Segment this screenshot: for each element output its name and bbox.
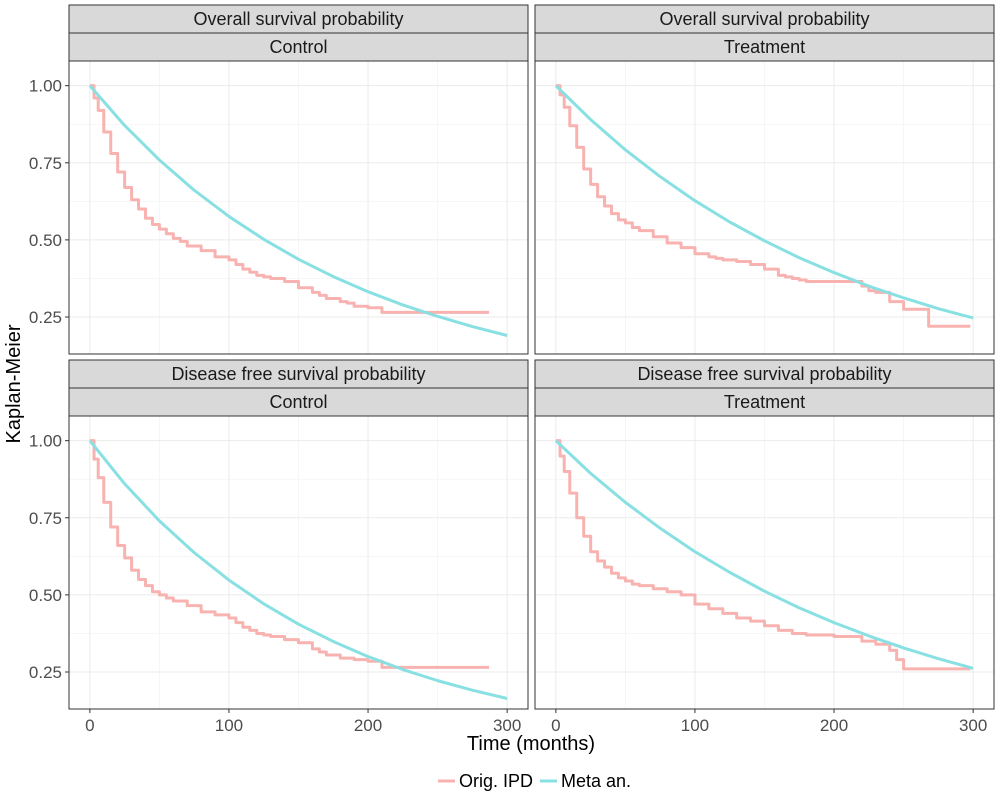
- strip-top-box: [534, 359, 995, 389]
- facet-panel: Overall survival probability Treatment: [534, 4, 995, 355]
- y-tick-label: 0.25: [29, 663, 62, 682]
- strip-bottom-box: [68, 387, 529, 417]
- facet-panel: Disease free survival probability Control…: [29, 359, 529, 735]
- orig-ipd-line: [89, 439, 490, 669]
- strip-bottom-box: [534, 387, 995, 417]
- series-group: [554, 439, 974, 671]
- strip-top-box: [534, 4, 995, 34]
- strip-top-box: [68, 359, 529, 389]
- legend-label: Meta an.: [561, 771, 631, 791]
- x-tick-label: 200: [354, 716, 382, 735]
- strip-bottom-label: Treatment: [724, 37, 805, 57]
- x-tick-label: 200: [820, 716, 848, 735]
- strip-bottom-box: [68, 32, 529, 62]
- y-axis-title: Kaplan-Meier: [3, 324, 25, 443]
- strip-top-label: Disease free survival probability: [637, 364, 891, 384]
- y-tick-label: 0.50: [29, 586, 62, 605]
- meta-an-line: [554, 84, 974, 320]
- meta-an-line: [554, 439, 974, 670]
- legend-item: Orig. IPD: [438, 771, 533, 791]
- strip-bottom-label: Control: [269, 37, 327, 57]
- strip-top-label: Overall survival probability: [193, 9, 403, 29]
- y-tick-label: 1.00: [29, 77, 62, 96]
- orig-ipd-line: [89, 84, 490, 314]
- facet-panel: Overall survival probability Control 0.25 0…: [29, 4, 529, 355]
- y-tick-label: 0.75: [29, 154, 62, 173]
- strip-bottom-label: Control: [269, 392, 327, 412]
- y-tick-label: 0.50: [29, 231, 62, 250]
- x-axis-title: Time (months): [467, 733, 595, 755]
- y-tick-label: 0.25: [29, 308, 62, 327]
- facet-panel: Disease free survival probability Treatme…: [534, 359, 995, 735]
- strip-bottom-label: Treatment: [724, 392, 805, 412]
- orig-ipd-line: [555, 439, 971, 671]
- meta-an-line: [88, 84, 508, 337]
- y-tick-label: 1.00: [29, 432, 62, 451]
- legend-label: Orig. IPD: [459, 771, 533, 791]
- x-tick-label: 0: [551, 716, 560, 735]
- y-tick-label: 0.75: [29, 509, 62, 528]
- panel-border: [68, 415, 529, 710]
- panels: Overall survival probability Control 0.25 0…: [29, 4, 995, 735]
- panel-border: [534, 60, 995, 355]
- series-group: [88, 439, 508, 700]
- strip-top-label: Overall survival probability: [659, 9, 869, 29]
- x-tick-label: 300: [493, 716, 521, 735]
- panel-border: [68, 60, 529, 355]
- x-tick-label: 100: [681, 716, 709, 735]
- meta-an-line: [88, 439, 508, 700]
- x-tick-label: 100: [215, 716, 243, 735]
- legend-item: Meta an.: [540, 771, 631, 791]
- legend: Orig. IPD Meta an.: [438, 771, 631, 791]
- x-tick-label: 0: [85, 716, 94, 735]
- strip-top-label: Disease free survival probability: [171, 364, 425, 384]
- series-group: [88, 84, 508, 337]
- x-tick-label: 300: [959, 716, 987, 735]
- panel-border: [534, 415, 995, 710]
- strip-top-box: [68, 4, 529, 34]
- series-group: [554, 84, 974, 328]
